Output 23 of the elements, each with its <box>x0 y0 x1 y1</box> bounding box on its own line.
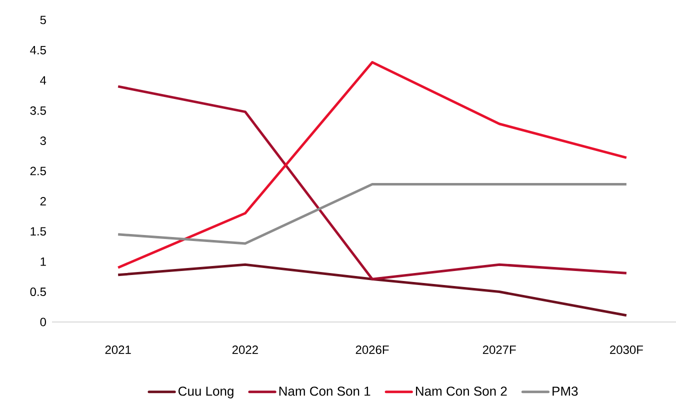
y-tick-label: 0.5 <box>30 288 46 296</box>
y-tick-label: 4.5 <box>30 46 46 54</box>
legend-label: Nam Con Son 1 <box>279 386 370 396</box>
y-tick-label: 2.5 <box>30 166 46 176</box>
x-tick-label: 2026F <box>356 346 389 354</box>
y-tick-label: 0 <box>40 318 46 326</box>
legend-label: PM3 <box>552 386 578 396</box>
y-tick-label: 1.5 <box>30 227 46 236</box>
line-series <box>116 61 628 269</box>
line-series <box>116 263 628 317</box>
legend-label: Cuu Long <box>178 386 234 398</box>
line-series <box>116 85 628 280</box>
x-tick-label: 2022 <box>232 346 258 354</box>
y-tick-label: 3 <box>40 136 46 146</box>
y-tick-label: 1 <box>40 257 46 266</box>
y-tick-label: 4 <box>40 76 46 85</box>
y-tick-label: 2 <box>40 197 46 206</box>
x-tick-label: 2030F <box>610 346 643 354</box>
y-tick-label: 5 <box>40 16 46 24</box>
legend-label: Nam Con Son 2 <box>416 386 507 396</box>
x-tick-label: 2027F <box>482 346 516 354</box>
y-tick-label: 3.5 <box>30 106 46 115</box>
x-tick-label: 2021 <box>105 346 131 354</box>
